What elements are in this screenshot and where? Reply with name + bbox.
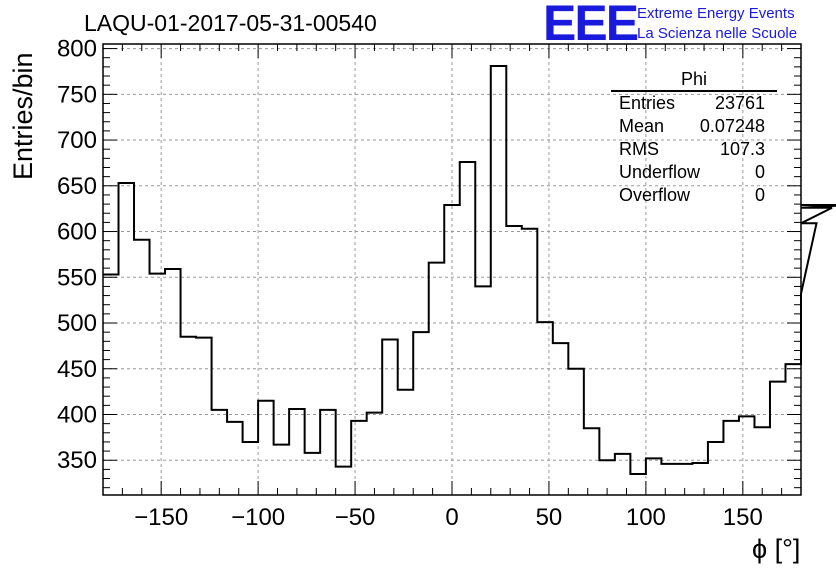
histogram-bin xyxy=(398,390,414,495)
histogram-bin xyxy=(336,467,352,495)
histogram-bin xyxy=(491,66,507,495)
histogram-bin xyxy=(754,427,770,495)
histogram-bin xyxy=(615,454,631,495)
histogram-bin xyxy=(770,382,786,495)
x-axis-label: ϕ [°] xyxy=(752,534,801,564)
histogram-bin xyxy=(568,369,584,495)
stats-row-overflow: Overflow 0 xyxy=(611,184,777,207)
histogram-bin xyxy=(646,458,662,495)
stats-row-mean: Mean 0.07248 xyxy=(611,115,777,138)
stats-label: Overflow xyxy=(619,185,691,205)
histogram-bin xyxy=(661,464,677,495)
histogram-bin xyxy=(584,428,600,495)
histogram-bin xyxy=(305,453,321,495)
histogram-bin xyxy=(522,229,538,495)
stats-row-underflow: Underflow 0 xyxy=(611,161,777,184)
histogram-bin xyxy=(506,226,522,495)
stats-label: Underflow xyxy=(619,162,701,182)
x-tick-label: 150 xyxy=(723,504,763,531)
histogram-bin xyxy=(367,413,383,495)
y-tick-label: 600 xyxy=(57,219,97,246)
histogram-bin xyxy=(134,240,150,495)
x-tick-label: 0 xyxy=(445,504,458,531)
histogram-bin xyxy=(537,322,553,495)
histogram-bin xyxy=(460,162,476,495)
x-tick-label: −50 xyxy=(335,504,376,531)
y-tick-label: 700 xyxy=(57,127,97,154)
stats-box: Phi Entries 23761 Mean 0.07248 RMS 107.3… xyxy=(611,68,777,207)
histogram-bin xyxy=(630,474,646,495)
histogram-bin xyxy=(196,338,212,495)
histogram-bin xyxy=(181,337,197,495)
tick-labels: −150 −100 −50 0 50 100 150 350 400 450 500 550 600 65… xyxy=(57,36,763,531)
logo-line-2: La Scienza nelle Scuole xyxy=(637,25,798,42)
histogram-bin xyxy=(475,286,491,495)
y-tick-label: 400 xyxy=(57,401,97,428)
histogram-bin xyxy=(785,364,801,495)
stats-label: Entries xyxy=(619,93,676,113)
histogram-bars xyxy=(103,64,836,495)
stats-value: 0 xyxy=(754,162,765,182)
x-tick-label: 100 xyxy=(626,504,666,531)
histogram-bin xyxy=(382,339,398,495)
histogram-bin xyxy=(739,416,755,495)
y-tick-label: 750 xyxy=(57,81,97,108)
y-tick-label: 800 xyxy=(57,36,97,63)
stats-row-entries: Entries 23761 xyxy=(611,92,777,115)
histogram-bin xyxy=(351,421,367,495)
histogram-bin xyxy=(289,409,305,495)
histogram-bin xyxy=(243,442,259,495)
histogram-bin xyxy=(274,445,290,495)
histogram-outline xyxy=(103,64,836,475)
stats-title: Phi xyxy=(611,68,777,92)
x-tick-label: 50 xyxy=(536,504,563,531)
histogram-bin xyxy=(119,183,135,495)
histogram-bin xyxy=(429,263,445,495)
histogram-bin xyxy=(150,274,166,495)
histogram-bin xyxy=(692,463,708,495)
logo-line-1: Extreme Energy Events xyxy=(637,5,795,22)
stats-value: 107.3 xyxy=(719,139,765,159)
histogram-bin xyxy=(723,421,739,495)
x-tick-label: −150 xyxy=(134,504,188,531)
stats-value: 0 xyxy=(754,185,765,205)
histogram-bin xyxy=(708,442,724,495)
y-axis-label: Entries/bin xyxy=(8,52,38,180)
y-tick-label: 650 xyxy=(57,173,97,200)
histogram-bin xyxy=(212,410,228,495)
histogram-bin xyxy=(227,422,243,495)
run-title: LAQU-01-2017-05-31-00540 xyxy=(84,10,377,36)
x-tick-label: −100 xyxy=(231,504,285,531)
y-tick-label: 500 xyxy=(57,310,97,337)
eee-logo: EEE xyxy=(543,0,639,51)
stats-label: RMS xyxy=(619,139,659,159)
stats-value: 23761 xyxy=(714,93,765,113)
y-tick-label: 550 xyxy=(57,264,97,291)
stats-value: 0.07248 xyxy=(699,116,765,136)
histogram-bin xyxy=(165,269,181,495)
y-tick-label: 350 xyxy=(57,447,97,474)
histogram-bin xyxy=(103,275,119,495)
y-axis-label-wrap: Entries/bin xyxy=(8,52,38,181)
stats-label: Mean xyxy=(619,116,665,136)
histogram-bin xyxy=(413,332,429,495)
y-tick-label: 450 xyxy=(57,356,97,383)
histogram-bin xyxy=(444,205,460,495)
histogram-bin xyxy=(258,401,274,495)
histogram-bin xyxy=(553,343,569,495)
histogram-bin xyxy=(320,410,336,495)
stats-row-rms: RMS 107.3 xyxy=(611,138,777,161)
axis-ticks xyxy=(102,44,802,495)
